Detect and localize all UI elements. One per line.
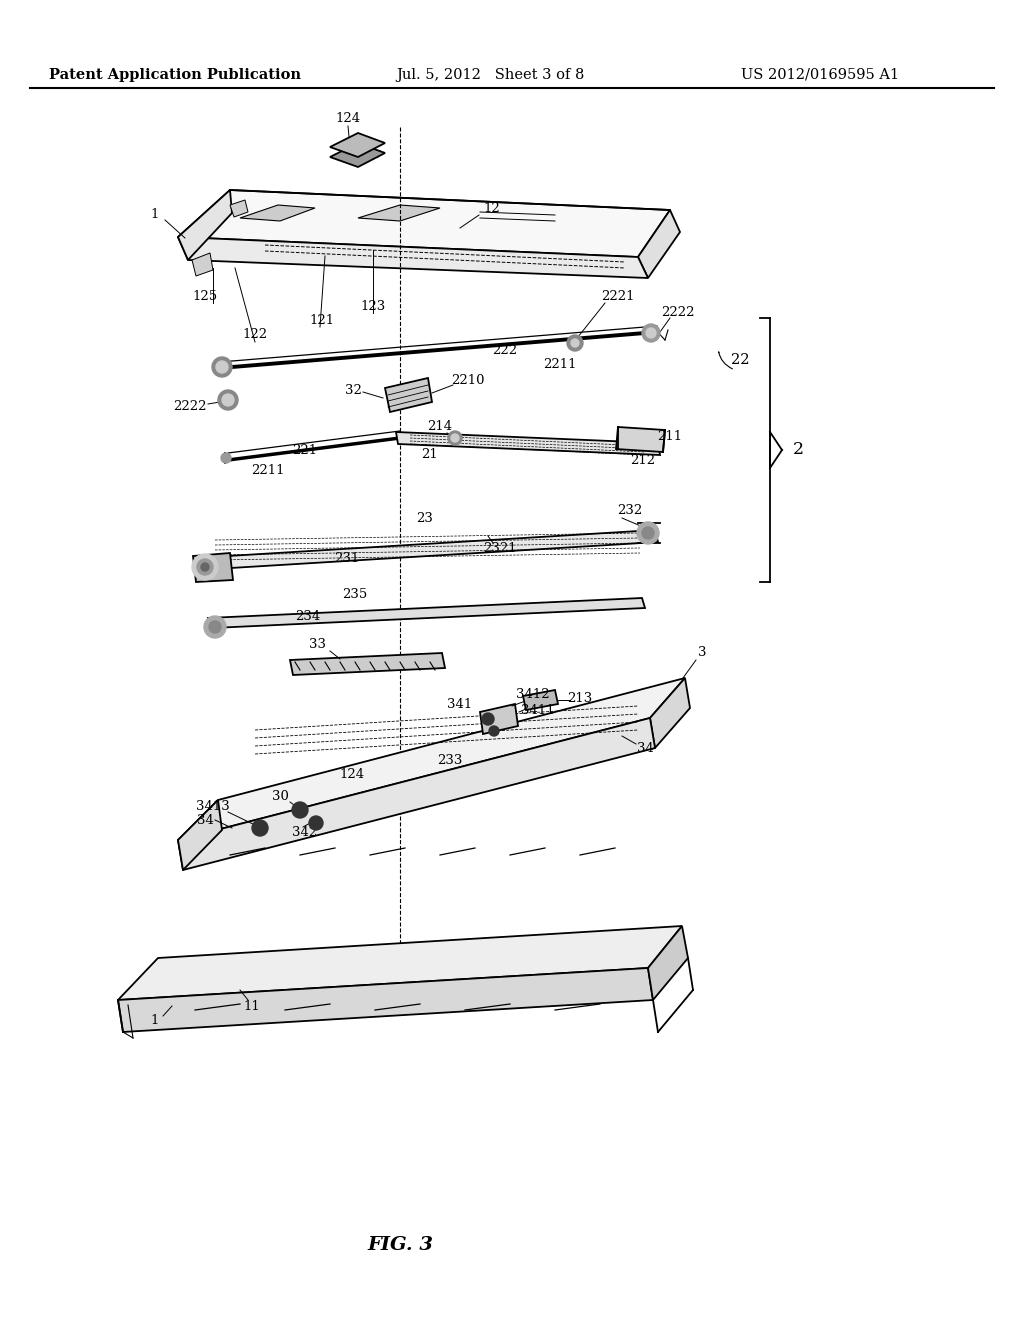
Text: Jul. 5, 2012   Sheet 3 of 8: Jul. 5, 2012 Sheet 3 of 8 [396,69,584,82]
Polygon shape [650,678,690,748]
Text: 3411: 3411 [521,704,555,717]
Polygon shape [358,205,440,220]
Text: 3413: 3413 [197,800,229,813]
Polygon shape [290,653,445,675]
Text: 125: 125 [193,290,217,304]
Text: 12: 12 [483,202,501,214]
Polygon shape [385,378,432,412]
Text: US 2012/0169595 A1: US 2012/0169595 A1 [741,69,899,82]
Text: 214: 214 [427,421,453,433]
Polygon shape [330,133,385,157]
Text: 124: 124 [339,768,365,781]
Text: 21: 21 [422,449,438,462]
Text: 234: 234 [295,610,321,623]
Circle shape [222,393,234,407]
Text: 222: 222 [493,343,517,356]
Text: 1: 1 [151,1014,159,1027]
Polygon shape [648,927,688,1001]
Text: 2211: 2211 [544,358,577,371]
Text: 123: 123 [360,300,386,313]
Text: 1: 1 [151,209,159,222]
Polygon shape [178,238,648,279]
Circle shape [197,558,213,576]
Text: 2211: 2211 [251,463,285,477]
Text: FIG. 3: FIG. 3 [367,1236,433,1254]
Text: 122: 122 [243,329,267,342]
Polygon shape [195,531,658,570]
Circle shape [571,339,579,347]
Text: 34: 34 [637,742,653,755]
Text: 2222: 2222 [173,400,207,412]
Polygon shape [208,598,645,628]
Circle shape [252,820,268,836]
Circle shape [216,360,228,374]
Circle shape [642,323,660,342]
Polygon shape [616,426,665,451]
Text: 11: 11 [244,999,260,1012]
Polygon shape [178,190,670,257]
Text: Patent Application Publication: Patent Application Publication [49,69,301,82]
Circle shape [209,620,221,634]
Text: 211: 211 [657,430,683,444]
Circle shape [482,713,494,725]
Polygon shape [523,690,558,710]
Text: 23: 23 [417,512,433,525]
Polygon shape [193,553,233,582]
Polygon shape [240,205,315,220]
Text: 32: 32 [344,384,361,396]
Circle shape [212,356,232,378]
Circle shape [292,803,308,818]
Text: 2221: 2221 [601,289,635,302]
Circle shape [221,453,231,463]
Polygon shape [480,704,518,734]
Circle shape [451,434,459,442]
Text: 341: 341 [447,697,473,710]
Text: 2210: 2210 [452,374,484,387]
Circle shape [646,327,656,338]
Text: 231: 231 [335,552,359,565]
Text: 121: 121 [309,314,335,326]
Text: 3: 3 [697,647,707,660]
Text: 213: 213 [567,692,593,705]
FancyArrowPatch shape [719,352,732,368]
Polygon shape [178,678,685,840]
Text: 342: 342 [293,826,317,840]
Text: 232: 232 [617,504,643,517]
Polygon shape [330,143,385,168]
Text: 233: 233 [437,754,463,767]
Circle shape [567,335,583,351]
Text: 34: 34 [197,813,213,826]
Polygon shape [118,927,682,1001]
Circle shape [637,521,659,544]
Text: 2222: 2222 [662,305,694,318]
Text: 212: 212 [631,454,655,467]
Polygon shape [230,201,248,216]
Circle shape [218,389,238,411]
Circle shape [204,616,226,638]
Text: 3412: 3412 [516,689,550,701]
Circle shape [193,554,218,579]
Polygon shape [193,253,213,276]
Text: 33: 33 [309,639,327,652]
Circle shape [309,816,323,830]
Polygon shape [638,210,680,279]
Text: 235: 235 [342,587,368,601]
Circle shape [449,432,462,445]
Circle shape [489,726,499,737]
Polygon shape [396,432,660,455]
Text: 124: 124 [336,112,360,125]
Circle shape [642,527,654,539]
Polygon shape [178,800,222,870]
Text: 22: 22 [731,352,750,367]
Text: 2: 2 [793,441,804,458]
Polygon shape [178,718,655,870]
Text: 221: 221 [293,444,317,457]
Text: 30: 30 [271,791,289,804]
Polygon shape [178,190,232,260]
Text: 2321: 2321 [483,541,517,554]
Circle shape [201,564,209,572]
Polygon shape [118,968,653,1032]
